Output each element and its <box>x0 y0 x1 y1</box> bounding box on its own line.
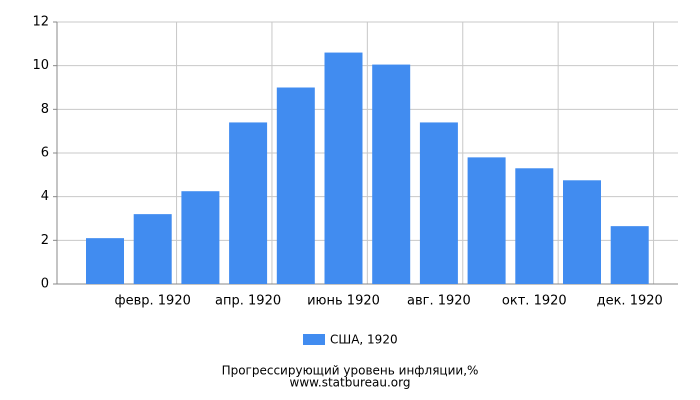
footer-title: Прогрессирующий уровень инфляции,% <box>222 364 479 378</box>
x-tick-label: апр. 1920 <box>215 294 281 309</box>
legend-swatch <box>303 334 325 345</box>
bar <box>372 64 411 284</box>
x-tick-label: февр. 1920 <box>115 294 191 309</box>
bar <box>610 226 649 284</box>
bar <box>324 52 363 284</box>
x-tick-label: авг. 1920 <box>407 294 471 309</box>
y-tick-label: 10 <box>32 58 49 73</box>
y-tick-label: 6 <box>41 146 49 161</box>
bar <box>276 87 315 284</box>
bar <box>181 191 220 284</box>
legend-label: США, 1920 <box>330 333 398 347</box>
bar <box>86 238 124 284</box>
bar <box>133 214 172 284</box>
footer-source: www.statbureau.org <box>290 376 411 390</box>
y-tick-label: 4 <box>41 189 49 204</box>
x-tick-label: июнь 1920 <box>307 294 380 309</box>
y-tick-label: 0 <box>41 277 49 292</box>
bar <box>229 122 268 284</box>
bar <box>419 122 458 284</box>
bar <box>563 180 601 284</box>
y-tick-label: 2 <box>41 233 49 248</box>
y-tick-label: 8 <box>41 102 49 117</box>
bar <box>467 157 506 284</box>
y-tick-label: 12 <box>32 15 49 30</box>
x-tick-label: дек. 1920 <box>597 294 663 309</box>
x-tick-label: окт. 1920 <box>502 294 567 309</box>
bar <box>515 168 554 284</box>
